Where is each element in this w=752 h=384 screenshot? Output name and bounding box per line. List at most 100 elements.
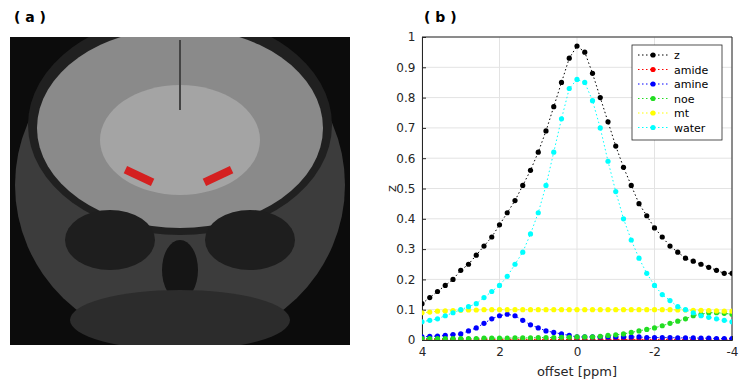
point — [543, 128, 548, 133]
series — [422, 77, 732, 325]
point — [435, 336, 440, 340]
chart: 420-2-400.10.20.30.40.50.60.70.80.91offs… — [384, 30, 738, 379]
point — [582, 80, 587, 85]
point — [698, 336, 703, 340]
point — [551, 104, 556, 109]
point — [714, 316, 719, 321]
point — [505, 312, 510, 317]
point — [458, 308, 463, 313]
point — [675, 319, 680, 324]
point — [729, 337, 732, 340]
tick-label: 0.4 — [396, 212, 415, 226]
point — [536, 325, 541, 330]
point — [481, 307, 486, 312]
point — [497, 313, 502, 318]
point — [520, 183, 525, 188]
tick-label: 1 — [408, 30, 416, 44]
legend-label: water — [674, 122, 706, 135]
point — [706, 315, 711, 320]
panel-label: ( b ) — [424, 9, 457, 25]
point — [667, 298, 672, 303]
series — [422, 310, 732, 340]
point — [567, 335, 572, 340]
point — [598, 95, 603, 100]
point — [574, 77, 579, 82]
tick: 0.8 — [396, 91, 426, 105]
point — [660, 307, 665, 312]
tick-mark — [422, 158, 426, 159]
point — [422, 337, 425, 340]
point — [691, 335, 696, 340]
point — [574, 307, 579, 312]
x-axis: 420-2-4 — [419, 336, 739, 359]
series — [422, 43, 732, 306]
point — [598, 125, 603, 130]
point — [714, 308, 719, 313]
point — [474, 336, 479, 340]
tick-label: -4 — [727, 345, 739, 359]
cortex — [37, 37, 323, 228]
midline — [179, 40, 181, 110]
tick: 0.5 — [396, 182, 426, 196]
tick-label: 0.9 — [396, 61, 415, 75]
point — [435, 289, 440, 294]
point — [729, 319, 732, 324]
tick-label: 0.1 — [396, 303, 415, 317]
point — [427, 310, 432, 315]
tick-label: 0.3 — [396, 242, 415, 256]
point — [706, 336, 711, 340]
point — [512, 335, 517, 340]
tick: 0.1 — [396, 303, 426, 317]
point — [422, 319, 425, 324]
point — [520, 307, 525, 312]
point — [458, 337, 463, 340]
data — [422, 43, 732, 340]
point — [729, 271, 732, 276]
grid-line-y — [422, 249, 732, 250]
point — [466, 336, 471, 340]
point — [652, 225, 657, 230]
point — [528, 168, 533, 173]
point — [512, 307, 517, 312]
point — [636, 328, 641, 333]
point — [543, 307, 548, 312]
point — [489, 316, 494, 321]
point — [551, 307, 556, 312]
tick-mark — [422, 128, 426, 129]
point — [675, 250, 680, 255]
tick-label: 0.8 — [396, 91, 415, 105]
point — [443, 313, 448, 318]
point — [636, 201, 641, 206]
point — [458, 336, 463, 340]
point — [629, 307, 634, 312]
point — [574, 334, 579, 339]
point — [621, 307, 626, 312]
point — [512, 198, 517, 203]
point — [512, 313, 517, 318]
tick-label: 4 — [419, 345, 427, 359]
point — [567, 56, 572, 61]
grid-line-y — [422, 158, 732, 159]
point — [497, 283, 502, 288]
point — [613, 307, 618, 312]
point — [443, 283, 448, 288]
point — [567, 86, 572, 91]
point — [443, 308, 448, 313]
point — [590, 98, 595, 103]
point — [598, 334, 603, 339]
point — [427, 336, 432, 340]
point — [667, 321, 672, 326]
point — [466, 337, 471, 340]
point — [683, 307, 688, 312]
point — [598, 307, 603, 312]
tick: 0.9 — [396, 61, 426, 75]
axis-line — [423, 38, 427, 341]
series — [422, 312, 732, 340]
legend-label: amine — [674, 78, 708, 91]
roi — [203, 166, 234, 186]
point — [528, 335, 533, 340]
point — [660, 292, 665, 297]
tick: 0.2 — [396, 273, 426, 287]
lower-tissue — [70, 290, 290, 345]
tick: 0 — [408, 333, 426, 347]
